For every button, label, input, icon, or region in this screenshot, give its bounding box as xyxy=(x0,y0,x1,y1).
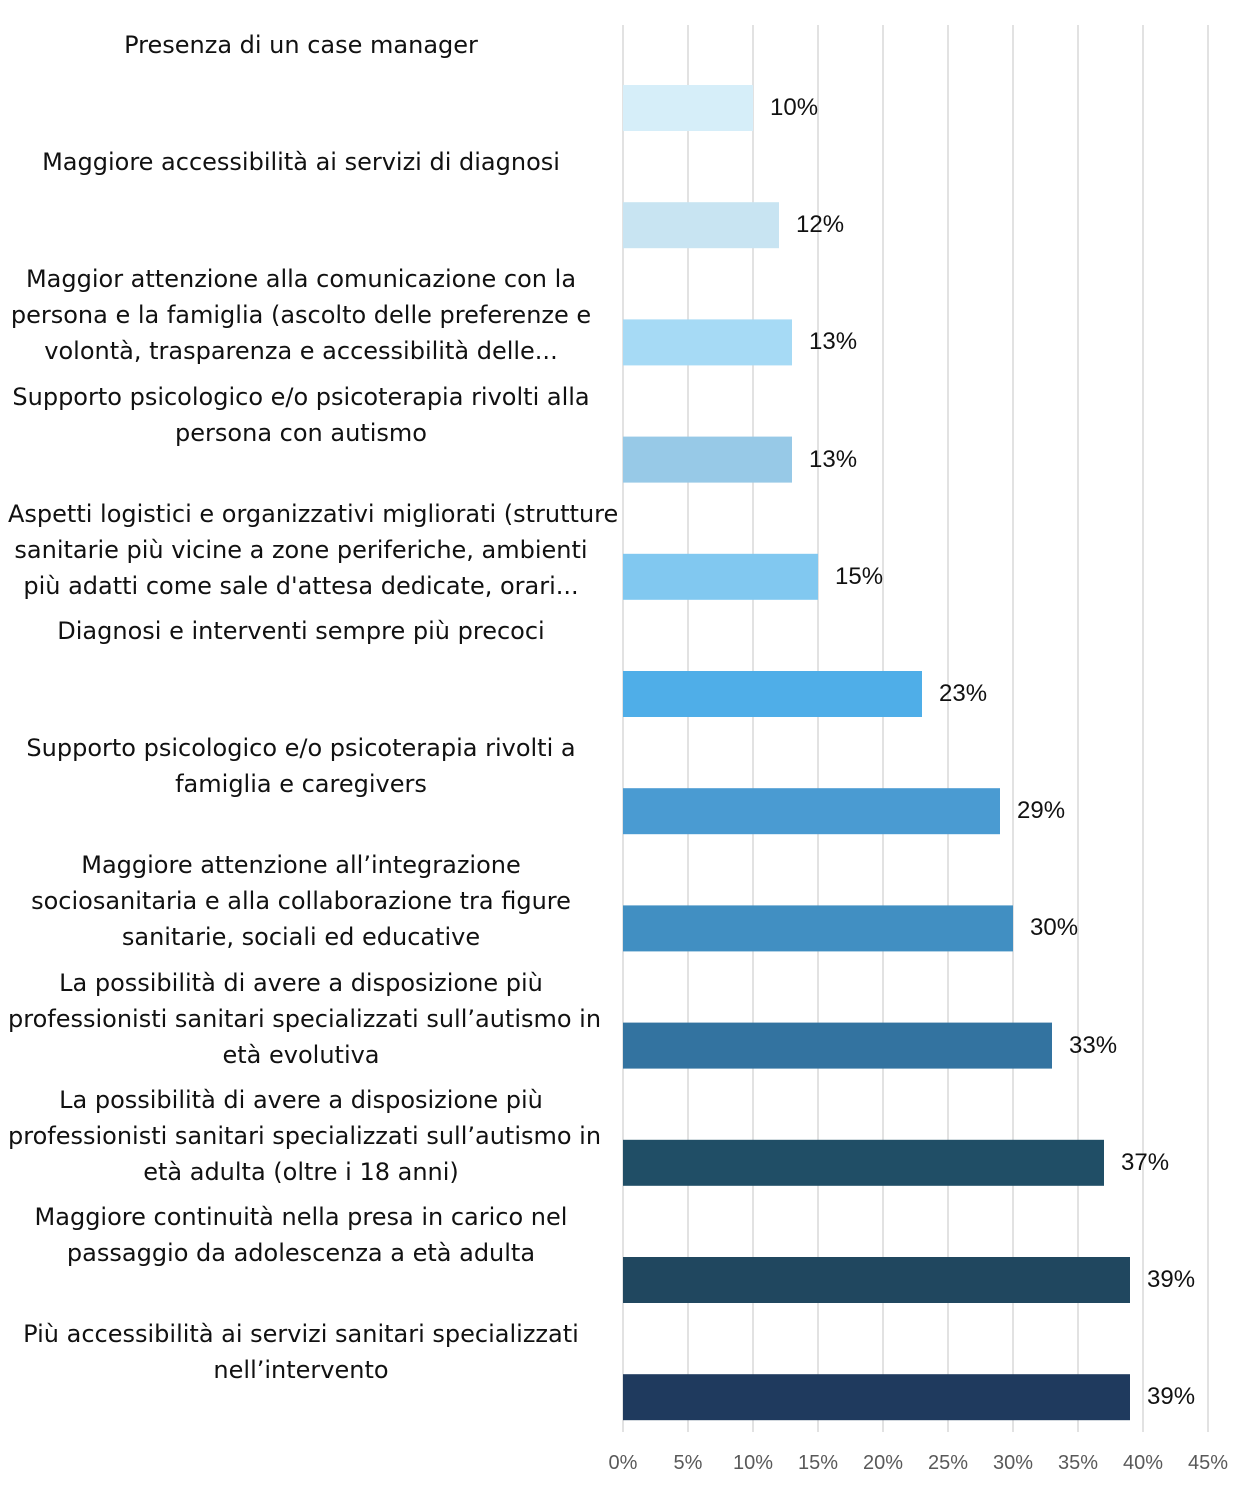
data-label: 15% xyxy=(835,562,884,590)
category-label-line: volontà, trasparenza e accessibilità del… xyxy=(44,337,558,366)
x-tick-label: 35% xyxy=(1057,1452,1099,1474)
x-tick-label: 5% xyxy=(673,1452,703,1474)
category-label: Maggiore continuità nella presa in caric… xyxy=(8,1199,594,1271)
data-label: 33% xyxy=(1069,1031,1118,1059)
x-tick-label: 40% xyxy=(1122,1452,1164,1474)
category-label-line: Aspetti logistici e organizzativi miglio… xyxy=(8,499,619,528)
bar xyxy=(623,1022,1052,1069)
bar xyxy=(623,85,753,131)
category-label: Maggiore accessibilità ai servizi di dia… xyxy=(8,144,594,180)
category-label: La possibilità di avere a disposizione p… xyxy=(8,1082,602,1190)
category-label-line: nell’intervento xyxy=(213,1356,389,1385)
category-label-line: Maggiore accessibilità ai servizi di dia… xyxy=(42,148,560,177)
bar xyxy=(623,671,922,717)
category-label-line: sanitarie più vicine a zone periferiche,… xyxy=(14,535,588,564)
x-tick-label: 45% xyxy=(1187,1452,1229,1474)
category-label: Supporto psicologico e/o psicoterapia ri… xyxy=(8,730,594,802)
category-label-line: professionisti sanitari specializzati su… xyxy=(8,1004,602,1033)
category-label-line: La possibilità di avere a disposizione p… xyxy=(59,1085,543,1114)
data-label: 37% xyxy=(1121,1148,1170,1176)
data-label: 12% xyxy=(796,211,845,239)
category-label-line: famiglia e caregivers xyxy=(175,770,427,799)
x-tick-label: 30% xyxy=(992,1452,1034,1474)
category-label: La possibilità di avere a disposizione p… xyxy=(8,965,602,1073)
bar xyxy=(623,1257,1130,1303)
x-tick-label: 20% xyxy=(862,1452,904,1474)
bar xyxy=(623,202,779,249)
data-label: 10% xyxy=(770,94,819,121)
category-label-line: Maggiore attenzione all’integrazione xyxy=(81,851,521,880)
bar xyxy=(623,553,818,600)
category-label: Più accessibilità ai servizi sanitari sp… xyxy=(8,1316,594,1388)
category-label-line: Presenza di un case manager xyxy=(124,31,478,59)
x-tick-label: 10% xyxy=(732,1452,774,1474)
category-label-line: La possibilità di avere a disposizione p… xyxy=(59,968,543,997)
x-tick-label: 25% xyxy=(927,1452,969,1474)
bar xyxy=(623,436,792,483)
category-label-line: Maggiore continuità nella presa in caric… xyxy=(34,1203,568,1231)
category-label: Aspetti logistici e organizzativi miglio… xyxy=(8,496,619,604)
category-label-line: passaggio da adolescenza a età adulta xyxy=(66,1239,536,1267)
category-label: Maggiore attenzione all’integrazione soci… xyxy=(8,847,594,955)
category-label-line: Più accessibilità ai servizi sanitari sp… xyxy=(23,1320,579,1349)
x-tick-label: 15% xyxy=(797,1452,839,1474)
bar xyxy=(623,1139,1104,1186)
category-label-line: più adatti come sale d'attesa dedicate, … xyxy=(23,571,579,600)
category-label: Supporto psicologico e/o psicoterapia ri… xyxy=(8,379,594,451)
data-label: 13% xyxy=(809,328,858,356)
category-label-line: età adulta (oltre i 18 anni) xyxy=(143,1157,459,1186)
category-label-line: persona e la famiglia (ascolto delle pre… xyxy=(10,301,592,330)
category-label-line: sanitarie, sociali ed educative xyxy=(121,923,481,952)
bar xyxy=(623,905,1013,952)
category-label-line: professionisti sanitari specializzati su… xyxy=(8,1121,602,1150)
data-label: 30% xyxy=(1030,914,1079,942)
category-label: Maggior attenzione alla comunicazione co… xyxy=(8,261,594,369)
data-label: 13% xyxy=(809,445,858,473)
bar xyxy=(623,788,1000,835)
x-tick-label: 0% xyxy=(608,1452,638,1474)
category-label-line: età evolutiva xyxy=(222,1040,380,1069)
category-label-line: sociosanitaria e alla collaborazione tra… xyxy=(31,887,571,916)
category-label-line: Maggior attenzione alla comunicazione co… xyxy=(25,265,577,294)
data-label: 29% xyxy=(1017,797,1066,825)
category-label-line: Supporto psicologico e/o psicoterapia ri… xyxy=(12,382,590,411)
category-label-line: Diagnosi e interventi sempre più precoci xyxy=(57,617,545,645)
data-label: 23% xyxy=(939,680,988,707)
bar xyxy=(623,319,792,366)
data-label: 39% xyxy=(1147,1383,1196,1411)
bar xyxy=(623,1374,1130,1421)
category-label: Presenza di un case manager xyxy=(8,27,594,63)
data-label: 39% xyxy=(1147,1266,1196,1293)
category-label: Diagnosi e interventi sempre più precoci xyxy=(8,613,594,649)
category-label-line: persona con autismo xyxy=(175,418,427,447)
category-label-line: Supporto psicologico e/o psicoterapia ri… xyxy=(26,734,576,763)
